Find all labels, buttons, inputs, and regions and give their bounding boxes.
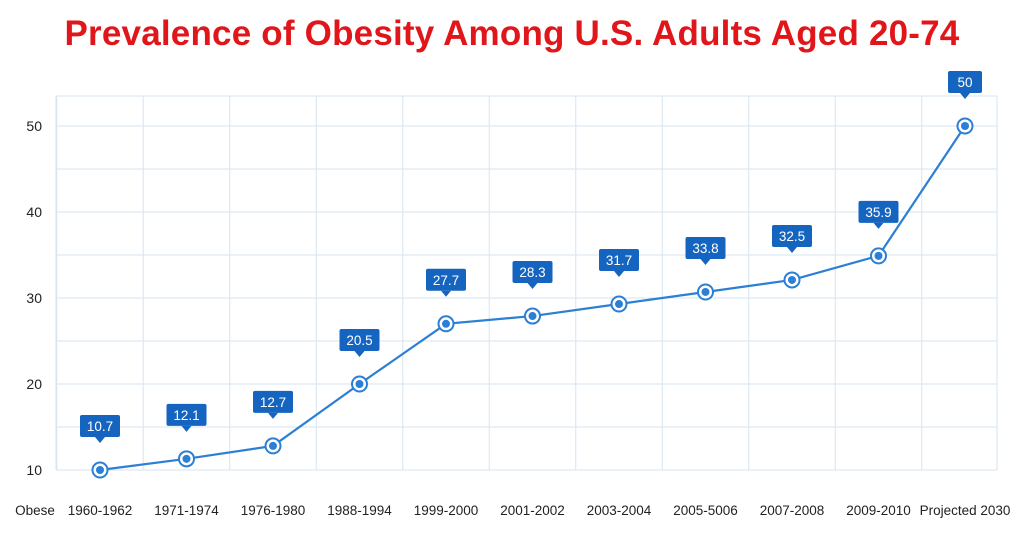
- data-label: 12.7: [260, 395, 286, 410]
- data-label-pointer: [268, 412, 278, 419]
- x-tick-label: 2009-2010: [846, 503, 911, 518]
- x-tick-label: 1960-1962: [68, 503, 133, 518]
- data-point-core: [528, 312, 537, 321]
- x-tick-label: 2003-2004: [587, 503, 652, 518]
- data-label: 10.7: [87, 419, 113, 434]
- data-label-box: [512, 261, 553, 284]
- data-label-pointer: [873, 222, 884, 229]
- x-tick-label: 2001-2002: [500, 503, 565, 518]
- data-point-core: [442, 319, 450, 328]
- series-obese: [91, 117, 974, 479]
- y-tick-label: 30: [26, 290, 42, 306]
- data-label-pointer: [700, 258, 711, 265]
- data-label-box: [253, 390, 293, 413]
- x-tick-label: 1976-1980: [241, 503, 306, 518]
- data-label-pointer: [95, 437, 105, 443]
- data-label-box: [858, 200, 899, 223]
- row-label: Obese: [15, 503, 55, 518]
- data-label: 32.5: [779, 229, 805, 244]
- data-label: 28.3: [519, 265, 545, 280]
- data-label-box: [685, 236, 726, 259]
- data-point-core: [96, 466, 104, 474]
- gridlines: [55, 95, 998, 471]
- y-axis: 10 20 30 40 50: [26, 118, 42, 478]
- x-tick-label: 2007-2008: [760, 503, 825, 518]
- data-label-pointer: [787, 246, 797, 253]
- data-label-box: [426, 268, 466, 291]
- data-label: 20.5: [346, 333, 372, 348]
- data-label-box: [772, 224, 812, 247]
- y-tick-label: 20: [26, 376, 42, 392]
- data-label-box: [339, 329, 380, 351]
- chart-title: Prevalence of Obesity Among U.S. Adults …: [64, 14, 960, 53]
- data-label: 27.7: [433, 273, 459, 288]
- data-label: 31.7: [606, 253, 632, 268]
- y-tick-label: 50: [26, 118, 42, 134]
- data-point-core: [355, 380, 364, 388]
- data-label: 50: [957, 75, 972, 90]
- x-tick-label: 2005-5006: [673, 503, 738, 518]
- data-label-box: [80, 415, 120, 437]
- data-label-box: [599, 249, 639, 272]
- data-label: 33.8: [692, 241, 718, 256]
- data-labels: 10.7 12.1 12.7 20.5 27.7 28.3 31.7 33.8 32.5 35.9…: [80, 71, 982, 443]
- data-label-pointer: [181, 425, 192, 432]
- data-label: 35.9: [865, 205, 891, 220]
- data-label-pointer: [960, 93, 970, 99]
- data-label-pointer: [441, 290, 451, 297]
- data-point-core: [615, 300, 623, 309]
- data-label-pointer: [354, 351, 365, 357]
- data-label-box: [166, 403, 207, 426]
- y-tick-label: 10: [26, 462, 42, 478]
- data-label-box: [948, 71, 982, 93]
- x-tick-label: 1999-2000: [414, 503, 479, 518]
- data-label: 12.1: [173, 408, 199, 423]
- x-tick-label: Projected 2030: [920, 503, 1011, 518]
- x-tick-label: 1971-1974: [154, 503, 219, 518]
- y-tick-label: 40: [26, 204, 42, 220]
- data-label-pointer: [614, 271, 624, 278]
- x-axis: Obese 1960-1962 1971-1974 1976-1980 1988-19…: [15, 503, 1010, 518]
- data-point-core: [701, 287, 710, 296]
- x-tick-label: 1988-1994: [327, 503, 392, 518]
- data-point-core: [182, 454, 191, 463]
- data-label-pointer: [527, 283, 538, 290]
- data-point-core: [961, 122, 969, 130]
- data-point-core: [269, 441, 277, 450]
- data-point-core: [874, 251, 883, 260]
- data-point-core: [788, 275, 796, 284]
